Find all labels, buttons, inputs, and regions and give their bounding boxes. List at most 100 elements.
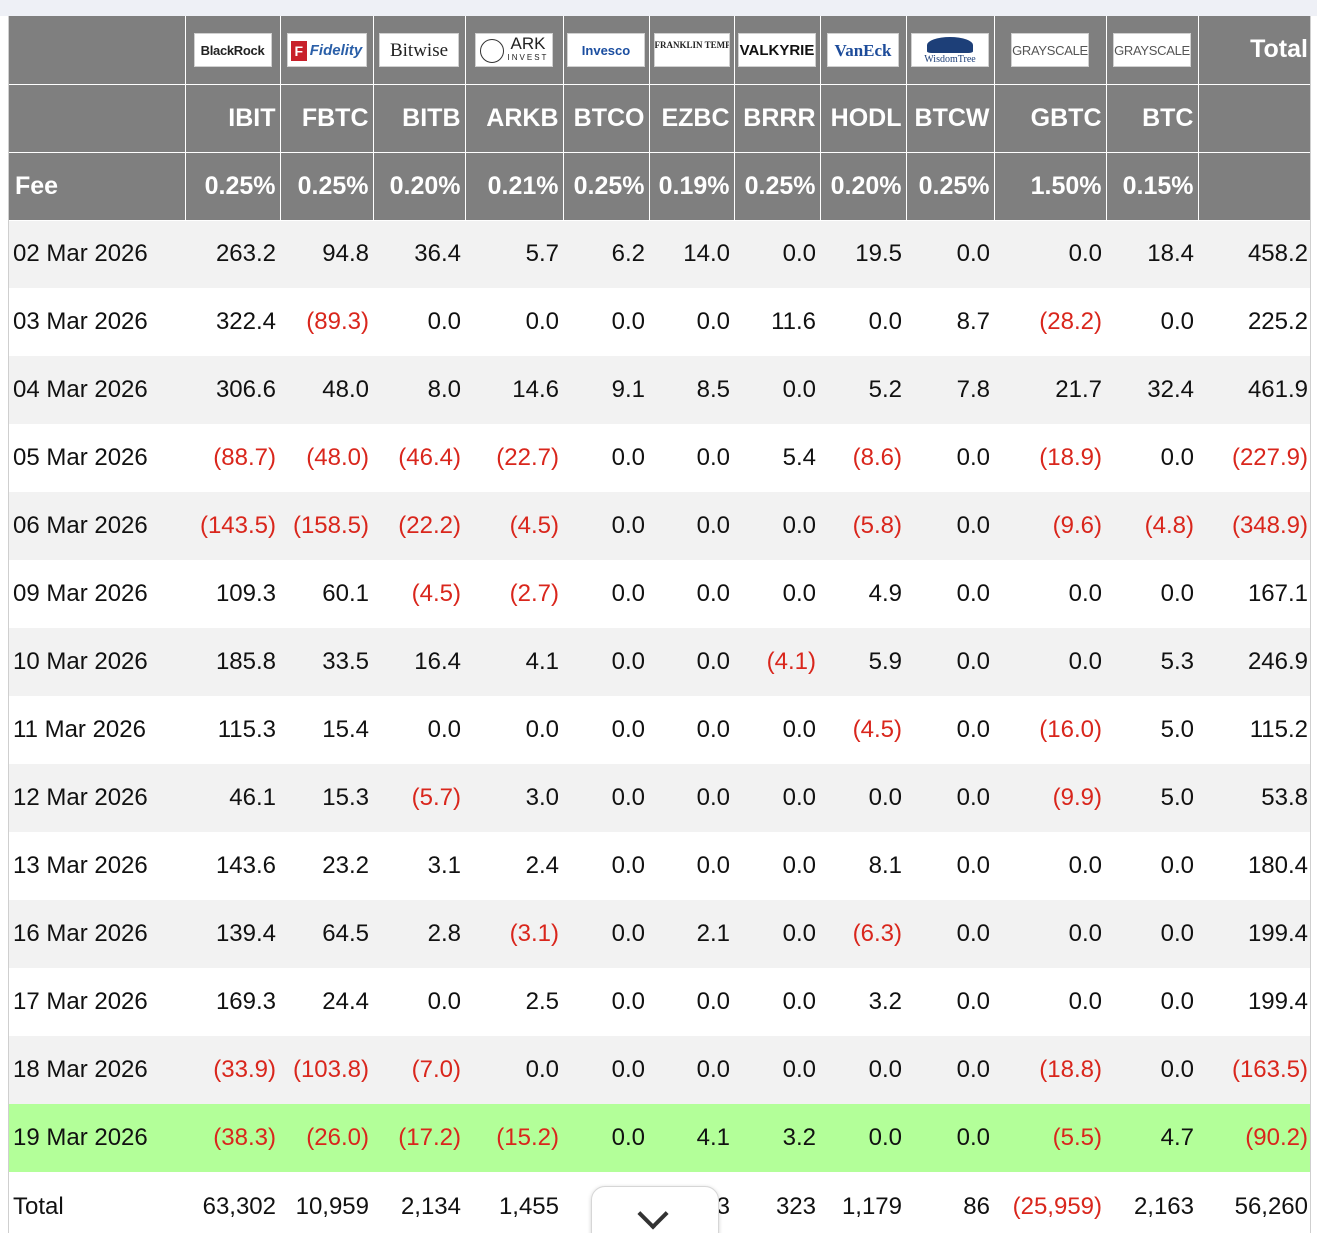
date-cell: 16 Mar 2026 [9, 900, 185, 968]
ticker-header[interactable]: BRRR [734, 84, 821, 153]
ticker-header[interactable]: BTCO [563, 84, 650, 153]
flow-cell: 5.4 [734, 424, 820, 492]
flow-cell: 0.0 [373, 288, 465, 356]
chevron-down-icon [637, 1198, 669, 1230]
flow-cell: 143.6 [185, 832, 280, 900]
flow-cell: 8.1 [820, 832, 906, 900]
ticker-header[interactable]: HODL [820, 84, 907, 153]
flow-cell: 0.0 [734, 696, 820, 764]
date-cell: 19 Mar 2026 [9, 1104, 185, 1172]
ark-mark-icon [480, 38, 504, 63]
issuer-logo-cell: VALKYRIE [734, 16, 821, 85]
ticker-header[interactable]: ARKB [465, 84, 564, 153]
total-cell: 323 [734, 1172, 820, 1233]
total-cell: 1,179 [820, 1172, 906, 1233]
table-row: 17 Mar 2026 169.3 24.4 0.0 2.5 0.0 0.0 0.0 3.2 0.… [9, 968, 1310, 1036]
flow-cell: 0.0 [1106, 968, 1198, 1036]
flow-cell: 0.0 [649, 696, 734, 764]
flow-cell: 19.5 [820, 220, 906, 288]
issuer-logo-cell: GRAYSCALE [1106, 16, 1199, 85]
flow-cell: 322.4 [185, 288, 280, 356]
issuer-logo-cell: VanEck [820, 16, 907, 85]
scroll-down-button[interactable] [591, 1186, 719, 1233]
header-blank [1198, 152, 1310, 221]
row-total-cell: (163.5) [1198, 1036, 1310, 1104]
flow-cell: 0.0 [820, 288, 906, 356]
ticker-header[interactable]: GBTC [994, 84, 1107, 153]
flow-cell: 0.0 [465, 696, 563, 764]
flow-cell: 0.0 [906, 764, 994, 832]
flow-cell: 2.8 [373, 900, 465, 968]
flow-cell: 0.0 [1106, 288, 1198, 356]
flow-cell: 0.0 [820, 1036, 906, 1104]
row-total-cell: (348.9) [1198, 492, 1310, 560]
logo-text: VanEck [834, 40, 892, 60]
flow-cell: 4.7 [1106, 1104, 1198, 1172]
table-header: BlackRock F Fidelity Bitwise ARK INVEST Invesc… [9, 16, 1310, 221]
ticker-header[interactable]: IBIT [185, 84, 281, 153]
table-row: 10 Mar 2026 185.8 33.5 16.4 4.1 0.0 0.0 (4.1) 5.… [9, 628, 1310, 696]
flow-cell: 3.1 [373, 832, 465, 900]
flow-cell: 0.0 [906, 1036, 994, 1104]
logo-text: VALKYRIE [739, 41, 815, 59]
date-cell: 06 Mar 2026 [9, 492, 185, 560]
flow-cell: (2.7) [465, 560, 563, 628]
table-body: 02 Mar 2026 263.2 94.8 36.4 5.7 6.2 14.0 0.0 19.… [9, 220, 1310, 1233]
flow-cell: 6.2 [563, 220, 649, 288]
flow-cell: (3.1) [465, 900, 563, 968]
table-row: 04 Mar 2026 306.6 48.0 8.0 14.6 9.1 8.5 0.0 5.2 7… [9, 356, 1310, 424]
total-cell: 2,134 [373, 1172, 465, 1233]
flow-cell: (17.2) [373, 1104, 465, 1172]
top-strip [0, 0, 1317, 16]
header-corner [9, 16, 186, 85]
ticker-header[interactable]: BTC [1106, 84, 1199, 153]
flow-cell: 0.0 [563, 628, 649, 696]
flow-cell: 0.0 [649, 492, 734, 560]
flow-cell: (28.2) [994, 288, 1106, 356]
flow-cell: 0.0 [734, 900, 820, 968]
flow-cell: 0.0 [994, 220, 1106, 288]
issuer-logo-cell: ARK INVEST [465, 16, 564, 85]
flow-cell: (22.7) [465, 424, 563, 492]
ticker-header[interactable]: BITB [373, 84, 466, 153]
flow-cell: 8.0 [373, 356, 465, 424]
total-cell: (25,959) [994, 1172, 1106, 1233]
ark-logo: ARK INVEST [475, 32, 553, 67]
flow-cell: 4.1 [649, 1104, 734, 1172]
flow-cell: 0.0 [734, 220, 820, 288]
flow-cell: 0.0 [563, 1104, 649, 1172]
row-total-cell: 115.2 [1198, 696, 1310, 764]
flow-cell: 3.2 [734, 1104, 820, 1172]
date-cell: 10 Mar 2026 [9, 628, 185, 696]
fee-cell: 0.25% [185, 152, 281, 221]
ticker-header[interactable]: FBTC [280, 84, 374, 153]
row-total-cell: 461.9 [1198, 356, 1310, 424]
flow-cell: 2.5 [465, 968, 563, 1036]
flow-cell: (89.3) [280, 288, 373, 356]
flow-cell: 0.0 [734, 832, 820, 900]
date-cell: 13 Mar 2026 [9, 832, 185, 900]
table-row: 02 Mar 2026 263.2 94.8 36.4 5.7 6.2 14.0 0.0 19.… [9, 220, 1310, 288]
flow-cell: 5.9 [820, 628, 906, 696]
flow-cell: 46.1 [185, 764, 280, 832]
flow-cell: 0.0 [734, 492, 820, 560]
issuer-logo-cell: BlackRock [185, 16, 281, 85]
fee-cell: 0.25% [734, 152, 821, 221]
table-row-highlighted: 19 Mar 2026 (38.3) (26.0) (17.2) (15.2) 0.0 4.… [9, 1104, 1310, 1172]
flow-cell: 32.4 [1106, 356, 1198, 424]
flow-cell: (18.8) [994, 1036, 1106, 1104]
ticker-header[interactable]: BTCW [906, 84, 995, 153]
flow-cell: 60.1 [280, 560, 373, 628]
flow-cell: 0.0 [563, 968, 649, 1036]
flow-cell: 0.0 [649, 968, 734, 1036]
flow-cell: (5.8) [820, 492, 906, 560]
table-row: 03 Mar 2026 322.4 (89.3) 0.0 0.0 0.0 0.0 11.6 0.… [9, 288, 1310, 356]
ticker-header[interactable]: EZBC [649, 84, 735, 153]
bitwise-logo: Bitwise [379, 32, 459, 67]
date-cell: 18 Mar 2026 [9, 1036, 185, 1104]
flow-cell: 48.0 [280, 356, 373, 424]
flow-cell: (33.9) [185, 1036, 280, 1104]
total-cell: 2,163 [1106, 1172, 1198, 1233]
flow-cell: 115.3 [185, 696, 280, 764]
flow-cell: 5.3 [1106, 628, 1198, 696]
